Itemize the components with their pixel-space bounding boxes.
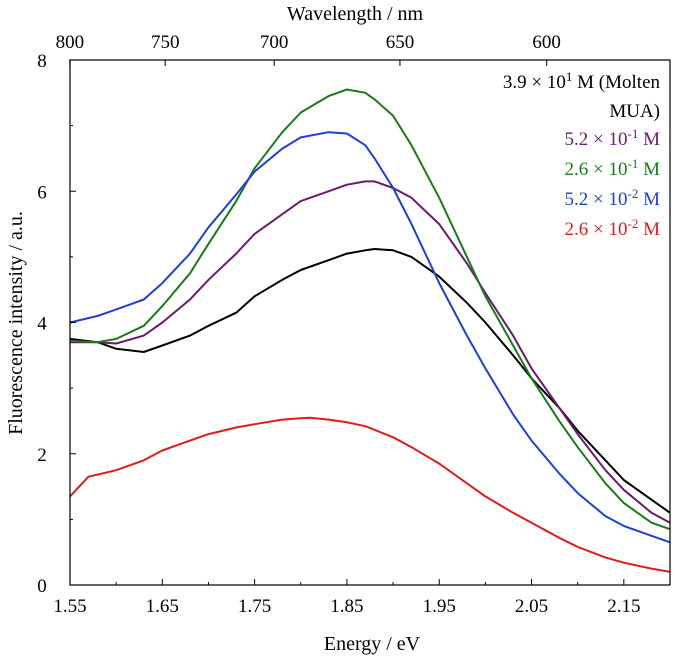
top-axis-title: Wavelength / nm [287, 3, 424, 25]
legend-entry-base: 5.2 × 10 [565, 189, 628, 210]
x-tick-label: 1.85 [330, 596, 363, 617]
y-tick-label: 8 [37, 51, 47, 72]
y-tick-label: 6 [37, 182, 47, 203]
top-tick-label: 800 [56, 32, 85, 53]
x-tick-label: 1.75 [238, 596, 271, 617]
legend-entry-base: 5.2 × 10 [565, 129, 628, 150]
y-tick-label: 2 [37, 445, 47, 466]
legend-entry-base: 2.6 × 10 [565, 219, 628, 240]
legend-entry-exp: -2 [628, 216, 639, 231]
legend-entry-1: 5.2 × 10-1 M [565, 126, 661, 150]
legend-entry-unit: M [638, 189, 660, 210]
legend-entry-0-line2: MUA) [609, 101, 660, 122]
top-tick-label: 650 [386, 32, 415, 53]
legend-entry-base: 2.6 × 10 [565, 159, 628, 180]
x-tick-label: 1.55 [53, 596, 86, 617]
legend-entry-unit: M [638, 129, 660, 150]
legend-entry-unit: M [638, 219, 660, 240]
series-line-2 [69, 88, 671, 531]
top-tick-label: 600 [532, 32, 561, 53]
top-tick-label: 750 [151, 32, 180, 53]
x-tick-label: 1.65 [146, 596, 179, 617]
legend-entry-exp: -2 [628, 186, 639, 201]
legend-entry-3: 5.2 × 10-2 M [565, 186, 661, 210]
legend-entry-4: 2.6 × 10-2 M [565, 216, 661, 240]
legend-entry-unit: M [638, 159, 660, 180]
legend-entry-0-base: 3.9 × 10 [503, 72, 566, 93]
x-tick-label: 1.95 [423, 596, 456, 617]
x-tick-label: 2.05 [515, 596, 548, 617]
legend-entry-0-unit: M (Molten [572, 72, 660, 93]
series-line-3 [69, 131, 671, 544]
legend-entry-0-exp: 1 [566, 69, 573, 84]
top-tick-label: 700 [260, 32, 289, 53]
y-axis-title: Fluorescence intensity / a.u. [5, 211, 27, 435]
x-axis-title: Energy / eV [324, 633, 421, 655]
series-line-0 [69, 248, 671, 514]
legend-entry-exp: -1 [628, 126, 639, 141]
y-tick-label: 0 [37, 576, 47, 597]
legend-entry-exp: -1 [628, 156, 639, 171]
x-tick-label: 2.15 [607, 596, 640, 617]
legend-entry-2: 2.6 × 10-1 M [565, 156, 661, 180]
y-tick-label: 4 [37, 314, 47, 335]
series-line-1 [70, 180, 671, 524]
series-line-4 [69, 416, 671, 573]
legend-entry-0: 3.9 × 101 M (Molten [503, 69, 661, 93]
